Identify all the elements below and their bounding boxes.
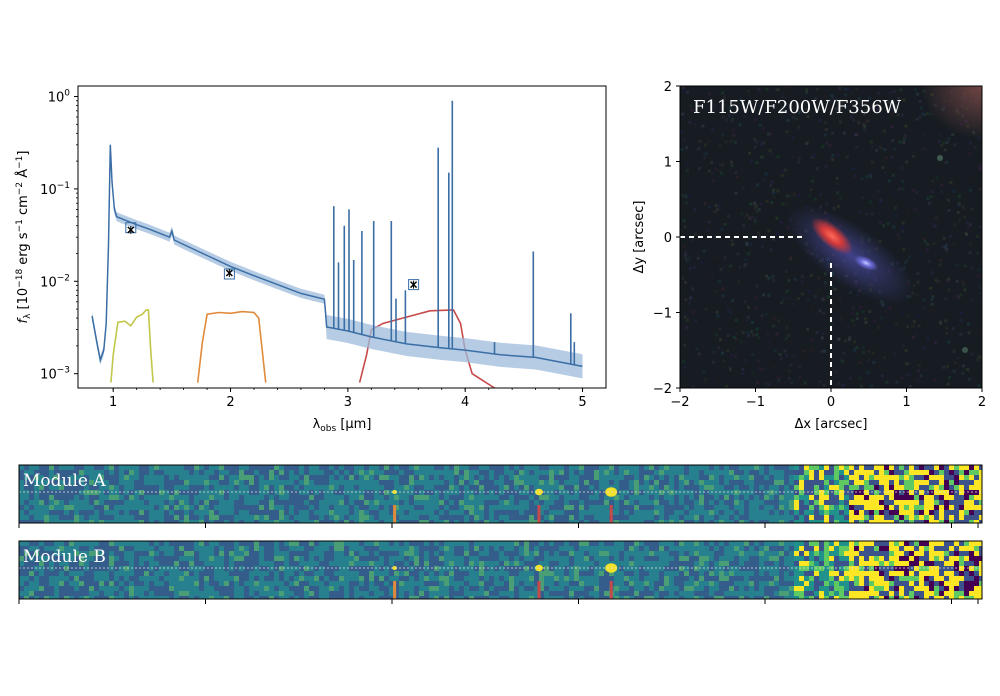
model-spectrum [91, 144, 583, 368]
cutout-x-tick-label: 1 [902, 395, 910, 410]
module-a-panel: Module A [18, 464, 983, 528]
cutout-x-tick-label: 0 [827, 395, 835, 410]
cutout-title: F115W/F200W/F356W [693, 97, 902, 118]
model-photometry-box [408, 279, 420, 291]
photometry-point [410, 281, 418, 289]
filter-curve-f200w [196, 310, 267, 383]
sed-y-tick-label: 100 [48, 89, 71, 106]
cutout-xlabel: Δx [arcsec] [795, 417, 868, 432]
cutout-y-ticks: 2 1 0 −1 −2 [653, 80, 680, 397]
module-b-line-markers [393, 581, 613, 599]
sed-ylabel: fλ [10−18 erg s−1 cm−2 Å−1] [15, 151, 33, 324]
filter-curve-f115w [110, 309, 154, 383]
spectrum-emission-blob [392, 566, 398, 570]
sed-x-tick-label: 3 [344, 395, 352, 410]
module-a-ticks [18, 523, 979, 528]
cutout-ylabel: Δy [arcsec] [632, 201, 647, 274]
sed-y-tick-label: 10−3 [40, 366, 70, 383]
galaxy-companion [853, 255, 879, 271]
cutout-y-tick-label: 2 [664, 80, 672, 95]
sed-x-ticks: 1 2 3 4 5 [109, 388, 587, 410]
cutout-y-tick-label: 0 [664, 231, 672, 246]
module-b-spectrum [19, 541, 982, 599]
sed-panel: 1 2 3 4 5 100 10−1 10−2 10−3 λobs [μm] fλ [10−1… [15, 85, 607, 434]
module-b-ticks [18, 599, 979, 604]
sed-x-tick-label: 1 [109, 395, 117, 410]
photometry-point [225, 269, 233, 277]
module-a-spectrum [19, 465, 982, 523]
cutout-x-ticks: −2 −1 0 1 2 [670, 388, 986, 410]
sed-x-tick-label: 5 [578, 395, 586, 410]
cutout-y-tick-label: −2 [653, 382, 672, 397]
sed-xlabel: λobs [μm] [313, 417, 372, 434]
sed-plot-area [91, 100, 583, 389]
cutout-y-tick-label: −1 [653, 307, 672, 322]
cutout-x-tick-label: −1 [746, 395, 765, 410]
cutout-x-tick-label: −2 [670, 395, 689, 410]
sed-x-tick-label: 4 [461, 395, 469, 410]
module-a-label: Module A [23, 471, 106, 491]
cutout-x-tick-label: 2 [978, 395, 986, 410]
module-a-line-markers [393, 505, 613, 523]
sed-y-ticks: 100 10−1 10−2 10−3 [40, 89, 78, 383]
sed-y-tick-label: 10−1 [40, 181, 70, 198]
photometry-point [127, 226, 135, 234]
cutout-y-tick-label: 1 [664, 156, 672, 171]
module-b-panel: Module B [18, 540, 983, 604]
cutout-panel: F115W/F200W/F356W −2 −1 0 1 2 2 1 0 −1 −2 Δx [ar… [632, 80, 986, 432]
sed-x-tick-label: 2 [226, 395, 234, 410]
galaxy-core [810, 217, 854, 255]
spectrum-emission-blob [392, 490, 398, 494]
module-b-label: Module B [23, 547, 106, 567]
sed-y-tick-label: 10−2 [40, 273, 70, 290]
